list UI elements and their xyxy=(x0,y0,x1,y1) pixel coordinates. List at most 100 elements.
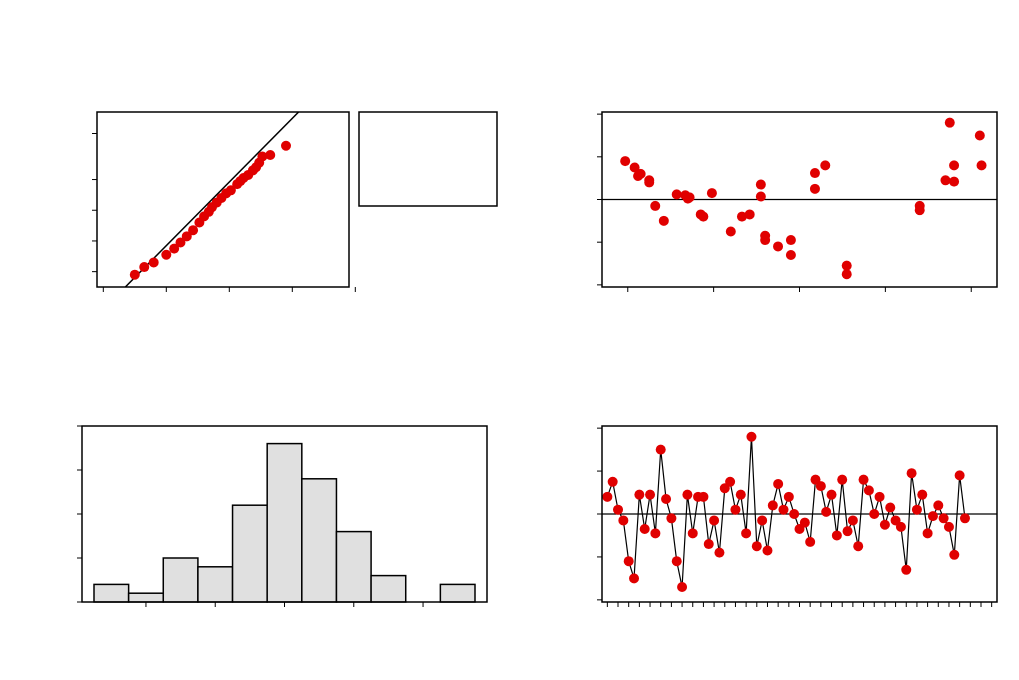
residuals-vs-order-panel xyxy=(597,425,998,607)
probability-data-point xyxy=(175,237,186,248)
fits-data-point xyxy=(785,249,796,260)
order-data-point xyxy=(789,509,800,519)
order-data-point xyxy=(709,515,720,526)
fits-data-point xyxy=(809,183,820,194)
fits-data-point xyxy=(914,205,925,216)
order-data-point xyxy=(613,504,624,515)
probability-data-point xyxy=(257,151,268,162)
order-data-point xyxy=(842,526,853,537)
fits-data-point xyxy=(682,193,693,204)
fits-data-point xyxy=(785,235,796,246)
order-data-point xyxy=(922,528,933,539)
order-data-point xyxy=(687,528,698,539)
fits-data-point xyxy=(760,235,771,246)
fits-data-point xyxy=(744,209,755,220)
order-data-point xyxy=(906,468,917,479)
fits-data-point xyxy=(841,269,852,280)
histogram-bar xyxy=(231,504,268,603)
fits-data-point xyxy=(650,200,661,211)
histogram-panel xyxy=(77,425,488,607)
fits-data-point xyxy=(809,168,820,179)
fits-data-point xyxy=(974,130,985,141)
legend-plot-frame xyxy=(358,111,498,207)
order-data-point xyxy=(954,470,965,481)
order-data-point xyxy=(821,506,832,517)
order-data-point xyxy=(927,511,938,522)
fits-data-point xyxy=(820,160,831,171)
order-data-point xyxy=(623,556,634,567)
order-data-point xyxy=(682,489,693,500)
order-data-point xyxy=(714,547,725,558)
order-data-point xyxy=(858,474,869,485)
probability-data-point xyxy=(225,185,236,196)
order-data-point xyxy=(853,541,864,552)
probability-data-point xyxy=(281,140,291,151)
order-data-point xyxy=(618,515,629,526)
probability-data-point xyxy=(188,225,199,236)
fits-data-point xyxy=(725,226,736,237)
probability-data-point xyxy=(181,231,192,242)
fits-data-point xyxy=(841,260,852,271)
fits-data-point xyxy=(671,189,682,200)
fits-data-point xyxy=(698,211,709,222)
probability-data-point xyxy=(169,243,180,254)
order-data-point xyxy=(847,515,858,526)
probability-plot-frame xyxy=(96,111,350,288)
fits-data-point xyxy=(755,179,766,190)
order-data-point xyxy=(815,481,826,492)
histogram-bar xyxy=(370,574,407,603)
order-data-point xyxy=(634,489,645,500)
order-data-point xyxy=(741,528,752,539)
fits-data-point xyxy=(944,117,955,128)
normal-probability-panel xyxy=(92,111,356,292)
order-data-point xyxy=(639,524,650,535)
order-data-point xyxy=(645,489,656,500)
order-data-point xyxy=(629,573,640,584)
histogram-bar xyxy=(335,530,372,603)
order-data-point xyxy=(655,444,666,455)
order-data-point xyxy=(746,431,757,442)
fits-data-point xyxy=(736,211,747,222)
histogram-bar xyxy=(162,557,199,603)
order-data-point xyxy=(661,493,672,504)
histogram-bar xyxy=(197,566,234,603)
order-data-point xyxy=(869,509,880,519)
fits-data-point xyxy=(940,175,951,186)
histogram-bar xyxy=(93,583,130,603)
order-data-point xyxy=(703,539,714,550)
fits-data-point xyxy=(635,168,646,179)
order-data-point xyxy=(602,491,613,502)
probability-data-point xyxy=(129,269,140,280)
order-data-point xyxy=(831,530,842,541)
fits-data-point xyxy=(755,191,766,202)
fits-data-point xyxy=(629,162,640,173)
order-data-point xyxy=(757,515,768,526)
residuals-vs-fits-panel xyxy=(597,111,998,292)
order-data-point xyxy=(874,491,885,502)
order-data-point xyxy=(933,500,944,511)
order-data-point xyxy=(917,489,928,500)
order-data-point xyxy=(751,541,762,552)
order-data-point xyxy=(805,536,816,547)
fits-data-point xyxy=(949,160,960,171)
order-data-point xyxy=(863,485,874,496)
order-data-point xyxy=(698,491,709,502)
order-data-point xyxy=(826,489,837,500)
order-data-point xyxy=(666,513,677,524)
order-data-point xyxy=(735,489,746,500)
order-data-point xyxy=(837,474,848,485)
order-data-point xyxy=(949,549,960,560)
fits-data-point xyxy=(644,177,655,188)
fits-data-point xyxy=(949,176,960,187)
order-data-point xyxy=(671,556,682,567)
fits-data-point xyxy=(976,160,987,171)
order-data-point xyxy=(959,513,970,524)
order-data-point xyxy=(879,519,890,530)
histogram-bar xyxy=(266,442,303,603)
order-data-point xyxy=(773,478,784,489)
histogram-bar xyxy=(127,592,165,603)
order-data-point xyxy=(650,528,661,539)
histogram-bar xyxy=(301,478,338,603)
fits-data-point xyxy=(658,215,669,226)
